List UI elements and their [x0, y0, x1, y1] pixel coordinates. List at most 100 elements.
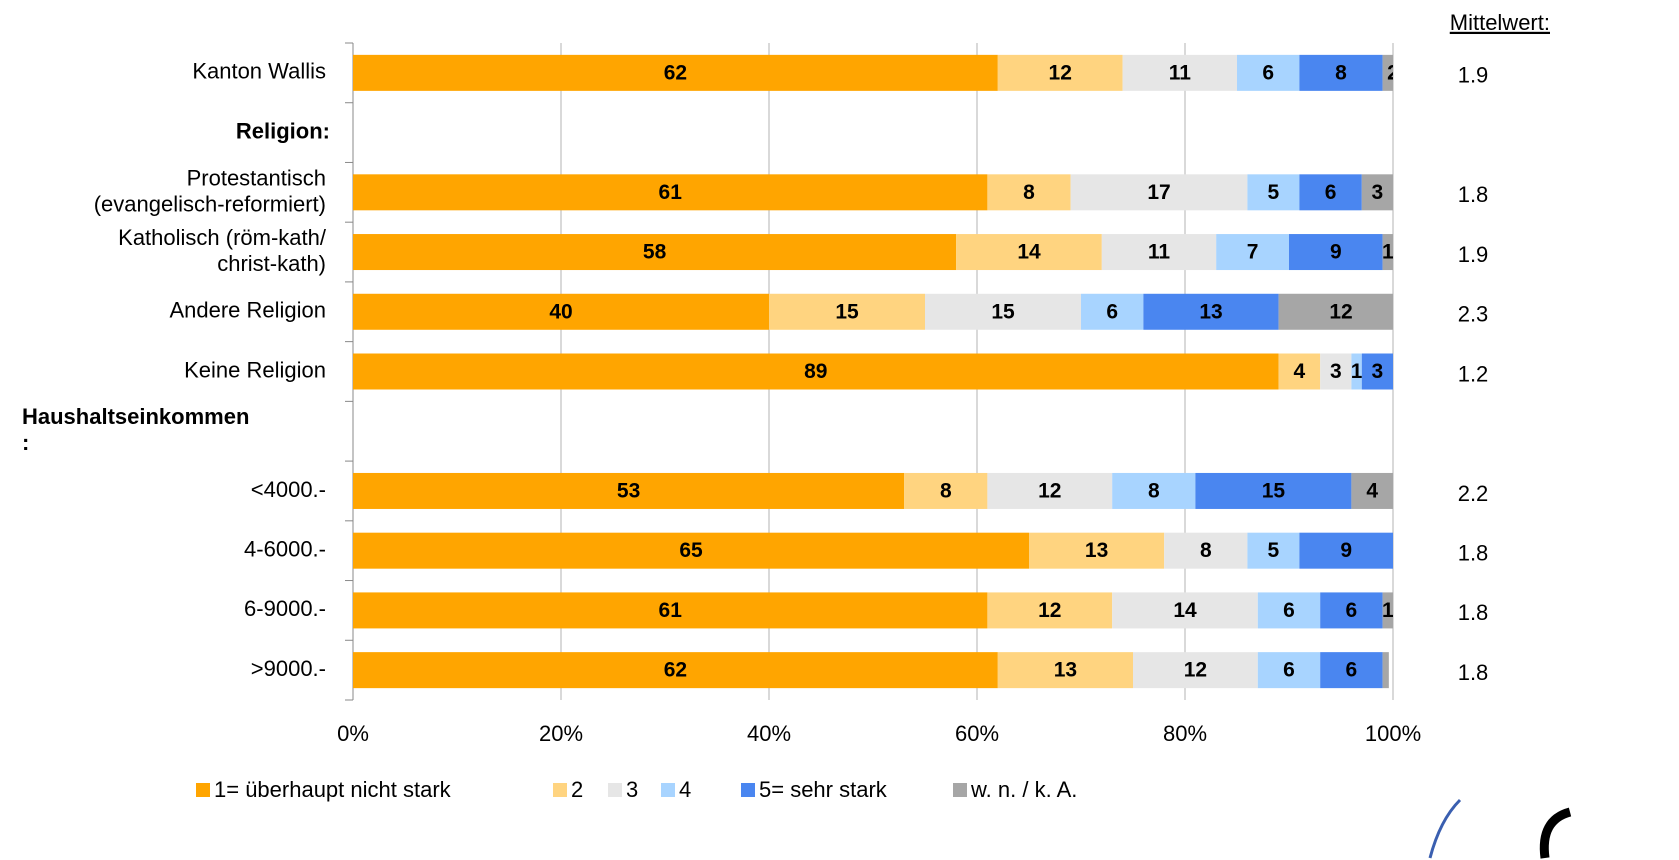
y-tick-label: Kanton Wallis — [192, 59, 326, 84]
bar-segment — [1122, 54, 1237, 91]
legend-label: 1= überhaupt nicht stark — [214, 777, 452, 802]
bar-segment — [353, 592, 988, 629]
data-label: 6 — [1106, 300, 1118, 323]
y-tick-label: <4000.- — [251, 477, 326, 502]
x-tick-label: 20% — [539, 721, 583, 746]
y-tick-label: 6-9000.- — [244, 596, 326, 621]
data-label: 13 — [1085, 539, 1108, 562]
legend-label: 3 — [626, 777, 638, 802]
data-label: 89 — [804, 360, 827, 383]
group-header: Religion: — [236, 118, 330, 143]
bar-segment — [925, 293, 1081, 330]
bar-segment — [1299, 174, 1362, 211]
y-tick-label: Andere Religion — [169, 298, 326, 323]
legend-label: w. n. / k. A. — [970, 777, 1077, 802]
data-label: 12 — [1184, 659, 1207, 682]
y-tick-label: >9000.- — [251, 656, 326, 681]
legend-swatch — [953, 783, 967, 797]
data-label: 1 — [1351, 360, 1363, 383]
bar-segment — [1361, 353, 1393, 390]
logo — [1428, 798, 1462, 859]
data-label: 5 — [1268, 181, 1280, 204]
data-label: 4 — [1294, 360, 1306, 383]
x-tick-label: 60% — [955, 721, 999, 746]
data-label: 11 — [1148, 241, 1171, 264]
data-label: 15 — [1262, 480, 1286, 503]
bar-segment — [769, 293, 925, 330]
mean-value: 1.8 — [1458, 600, 1489, 625]
bar-segment — [1382, 652, 1389, 689]
data-label: 6 — [1283, 599, 1295, 622]
bar-segment — [1393, 354, 1397, 390]
bar-segment — [1299, 54, 1383, 91]
bar-segment — [987, 592, 1113, 629]
bar-segment — [1382, 592, 1393, 629]
data-label: 61 — [659, 599, 683, 622]
bar-segment — [1320, 353, 1352, 390]
bar-segment — [353, 234, 957, 271]
data-label: 3 — [1372, 181, 1384, 204]
bar-segment — [1320, 592, 1383, 629]
data-label: 15 — [835, 300, 859, 323]
legend-swatch — [608, 783, 622, 797]
bar-segment — [1029, 532, 1165, 569]
data-label: 7 — [1247, 241, 1259, 264]
data-label: 13 — [1199, 300, 1222, 323]
bar-segment — [1164, 532, 1248, 569]
bar-segment — [1382, 234, 1393, 271]
bar-segment — [904, 472, 988, 509]
data-label: 14 — [1017, 241, 1041, 264]
bar-segment — [1257, 652, 1321, 689]
bar-segment — [1143, 293, 1279, 330]
data-label: 3 — [1372, 360, 1384, 383]
legend-swatch — [661, 783, 675, 797]
legend-swatch — [553, 783, 567, 797]
data-label: 12 — [1038, 599, 1061, 622]
data-label: 8 — [1148, 480, 1160, 503]
bar-segment — [1299, 532, 1393, 569]
y-tick-label: Katholisch (röm-kath/christ-kath) — [118, 225, 327, 276]
legend-swatch — [741, 783, 755, 797]
data-label: 12 — [1038, 480, 1061, 503]
bar-segment — [353, 54, 998, 91]
data-label: 3 — [1330, 360, 1342, 383]
data-label: 8 — [1023, 181, 1035, 204]
bar-segment — [1320, 652, 1383, 689]
bar-segment — [1081, 293, 1144, 330]
data-label: 8 — [940, 480, 952, 503]
data-label: 58 — [643, 241, 667, 264]
group-header: Haushaltseinkommen: — [22, 404, 249, 455]
data-label: 6 — [1283, 659, 1295, 682]
data-label: 12 — [1329, 300, 1352, 323]
bar-segment — [353, 353, 1279, 390]
bar-segment — [353, 472, 905, 509]
bar-segment — [1278, 293, 1393, 330]
y-tick-label: Keine Religion — [184, 357, 326, 382]
bar-segment — [353, 532, 1029, 569]
data-label: 6 — [1325, 181, 1337, 204]
bar-segment — [1133, 652, 1258, 689]
bar-segment — [1195, 472, 1352, 509]
x-tick-label: 0% — [337, 721, 369, 746]
bar-segment — [1237, 54, 1300, 91]
mean-value: 1.9 — [1458, 242, 1489, 267]
bar-segment — [1257, 592, 1321, 629]
data-label: 53 — [617, 480, 640, 503]
data-label: 12 — [1049, 61, 1072, 84]
data-label: 14 — [1173, 599, 1197, 622]
bar-segment — [1247, 532, 1300, 569]
legend-label: 2 — [571, 777, 583, 802]
legend-label: 4 — [679, 777, 691, 802]
mean-value: 2.3 — [1458, 302, 1489, 327]
x-tick-label: 100% — [1365, 721, 1421, 746]
mean-value: 1.8 — [1458, 540, 1489, 565]
bar-segment — [1351, 353, 1362, 390]
data-label: 6 — [1262, 61, 1274, 84]
data-label: 6 — [1346, 659, 1358, 682]
data-label: 65 — [679, 539, 703, 562]
bar-segment — [987, 472, 1113, 509]
data-label: 62 — [664, 659, 687, 682]
data-label: 62 — [664, 61, 687, 84]
